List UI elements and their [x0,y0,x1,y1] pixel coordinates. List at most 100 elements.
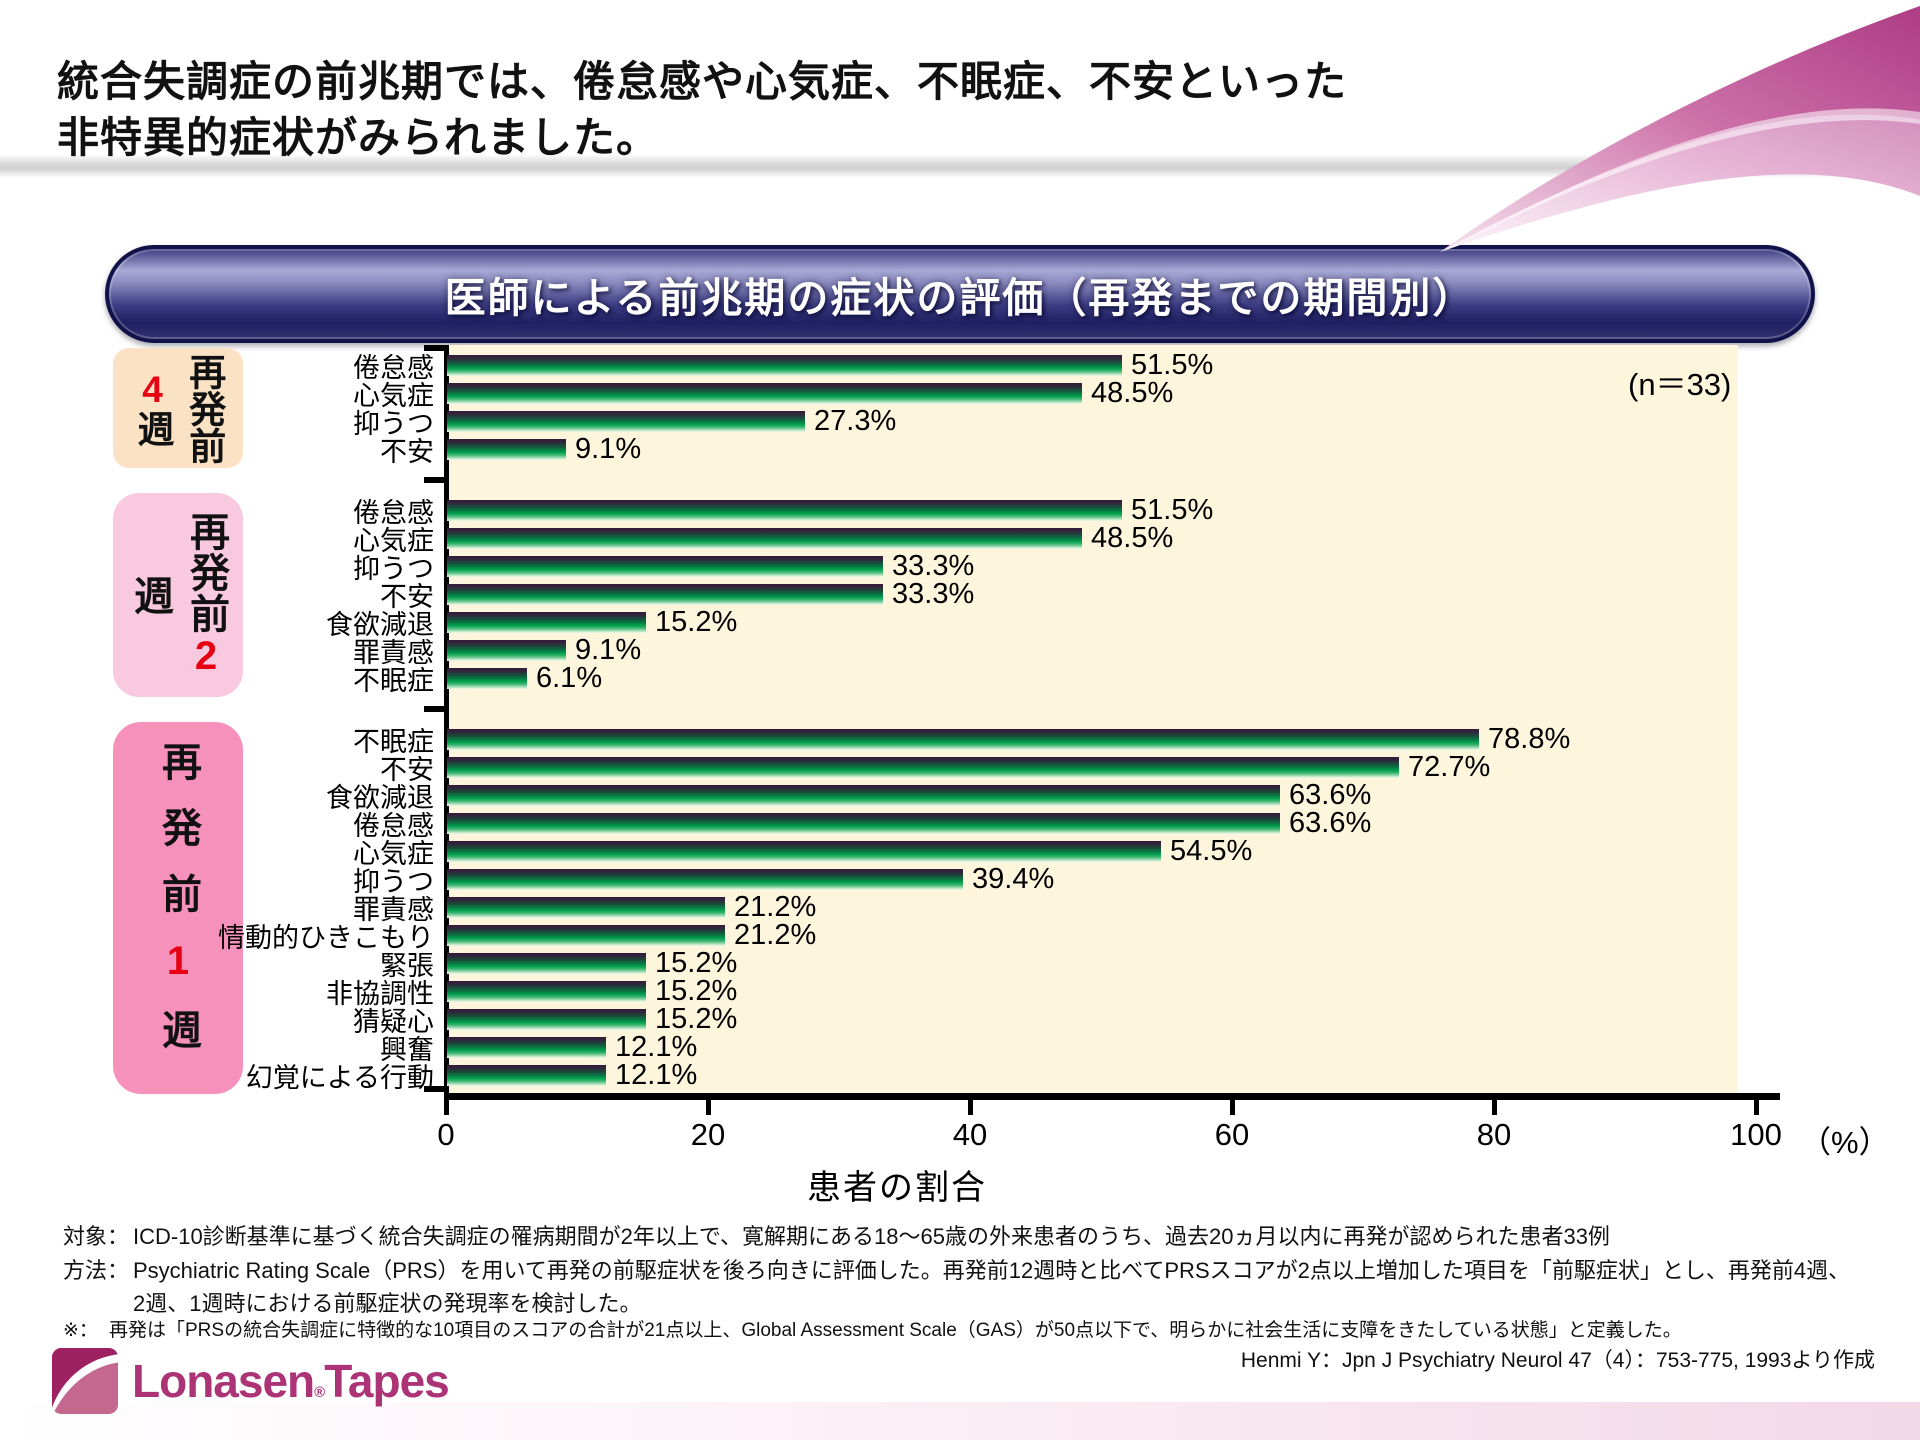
bar [447,728,1479,750]
bar-value-label: 54.5% [1170,834,1253,867]
bar-track: 15.2% [447,948,1920,977]
bar-value-label: 39.4% [972,862,1055,895]
group-week-number: 4 [132,369,173,410]
bar [447,1008,646,1030]
group-label-main: 再発前 [183,352,225,464]
bar-value-label: 51.5% [1131,348,1214,381]
bar-row: 食欲減退 15.2% [0,607,1920,640]
bar [447,784,1280,806]
bar [447,555,883,577]
category-label: 不安 [380,754,434,785]
bar [447,354,1122,376]
bar-track: 12.1% [447,1060,1920,1089]
bar-value-label: 15.2% [655,946,738,979]
bar [447,410,805,432]
bar [447,1064,606,1086]
bar-value-label: 27.3% [814,404,897,437]
group-label: 再発前1週 [150,741,206,1075]
category-label: 緊張 [380,950,434,981]
bar-value-label: 21.2% [734,890,817,923]
category-label: 非協調性 [326,978,434,1009]
x-axis-unit: （%） [1800,1125,1890,1160]
group-label-main: 再発前 [184,511,228,634]
bar-value-label: 15.2% [655,605,738,638]
bar-row: 不眠症 78.8% [0,722,1920,757]
category-label: 興奮 [380,1034,434,1065]
brand-name-sub: Tapes [324,1355,450,1407]
bar-row: 不安 9.1% [0,434,1920,467]
footnote-subjects: 対象： ICD-10診断基準に基づく統合失調症の罹病期間が2年以上で、寛解期にあ… [63,1220,1883,1253]
bar-track: 15.2% [447,607,1920,636]
bar-row: 不眠症 6.1% [0,663,1920,696]
brand-logo-text: Lonasen®Tapes [132,1354,450,1408]
category-label: 抑うつ [353,553,434,584]
bar-row: 抑うつ 33.3% [0,551,1920,584]
x-axis-line [444,1093,1780,1100]
group-bracket-tick [424,476,447,483]
bar-track: 63.6% [447,780,1920,809]
group-label-text: 再発前1週 [150,741,206,1075]
bar-track: 48.5% [447,378,1920,407]
bar-track: 12.1% [447,1032,1920,1061]
group-week-number: 2 [184,634,228,679]
bar [447,840,1161,862]
bar-row: 倦怠感 51.5% [0,348,1920,383]
bar [447,639,566,661]
bar-value-label: 63.6% [1289,806,1372,839]
category-label: 食欲減退 [326,782,434,813]
bar-value-label: 72.7% [1408,750,1491,783]
group-label-main: 再発前 [156,741,200,939]
bar-track: 48.5% [447,523,1920,552]
brand-logo-icon [52,1348,118,1414]
bar-row: 情動的ひきこもり 21.2% [0,918,1920,953]
bar-row: 幻覚による行動 12.1% [0,1060,1920,1093]
bar-group: 倦怠感 51.5% 心気症 48.5% 抑うつ 27.3% 不安 9.1% [0,348,1920,467]
bar-value-label: 15.2% [655,974,738,1007]
category-label: 不安 [380,581,434,612]
bar [447,1036,606,1058]
category-label: 抑うつ [353,866,434,897]
category-label: 猜疑心 [353,1006,434,1037]
bar-value-label: 78.8% [1488,722,1571,755]
category-label: 倦怠感 [353,497,434,528]
category-label: 倦怠感 [353,352,434,383]
x-tick-label: 40 [952,1117,988,1152]
bar [447,611,646,633]
category-label: 心気症 [353,525,434,556]
bar-chart: 再発前 4週 再発前2週 再発前1週 倦怠感 51.5% 心気症 48.5% 抑うつ 27.3%… [0,345,1920,1225]
bar-row: 倦怠感 63.6% [0,808,1920,841]
category-label: 食欲減退 [326,609,434,640]
bar [447,527,1082,549]
bar-value-label: 21.2% [734,918,817,951]
category-label: 情動的ひきこもり [218,922,434,953]
group-week-number: 1 [156,939,200,1009]
page-title-line2: 非特異的症状がみられました。 [57,114,660,162]
bar-row: 抑うつ 27.3% [0,406,1920,439]
category-label: 倦怠感 [353,810,434,841]
plot-area [446,345,1738,1093]
bar-track: 72.7% [447,752,1920,781]
bar-value-label: 51.5% [1131,493,1214,526]
x-tick [1230,1100,1235,1115]
bar-group: 倦怠感 51.5% 心気症 48.5% 抑うつ 33.3% 不安 33.3% 食欲減退 15.2%… [0,493,1920,696]
bar-track: 15.2% [447,1004,1920,1033]
brand-name-main: Lonasen [132,1355,315,1407]
bar-value-label: 33.3% [892,577,975,610]
category-label: 心気症 [353,380,434,411]
bottom-gradient-band [0,1402,1920,1440]
bar-track: 15.2% [447,976,1920,1005]
bar-group: 不眠症 78.8% 不安 72.7% 食欲減退 63.6% 倦怠感 63.6% 心気症 54.5%… [0,722,1920,1093]
citation: Henmi Y：Jpn J Psychiatry Neurol 47（4）：75… [1240,1349,1875,1372]
y-axis-line [444,345,449,1093]
bar-track: 27.3% [447,406,1920,435]
bar [447,924,725,946]
bar-row: 心気症 48.5% [0,523,1920,556]
bar-track: 33.3% [447,579,1920,608]
bar-row: 心気症 48.5% [0,378,1920,411]
pink-swoosh-decoration [1440,6,1920,252]
x-tick-label: 100 [1730,1117,1782,1152]
x-tick-label: 0 [437,1117,455,1152]
footnote-subjects-text: ICD-10診断基準に基づく統合失調症の罹病期間が2年以上で、寛解期にある18～… [133,1224,1610,1249]
bar-track: 63.6% [447,808,1920,837]
bar [447,868,963,890]
